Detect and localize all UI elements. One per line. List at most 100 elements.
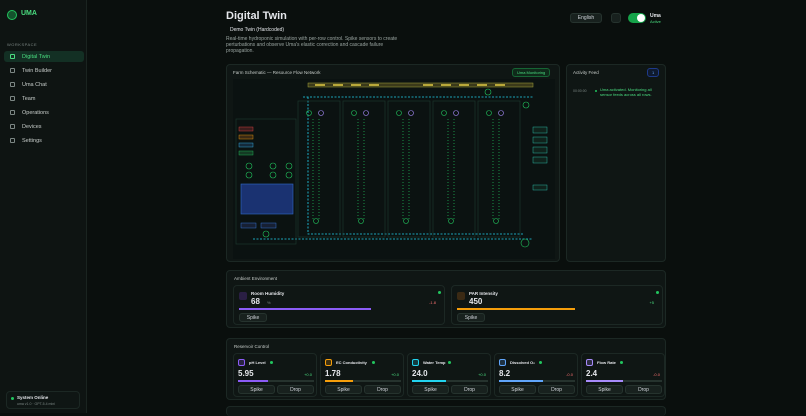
nav-icon bbox=[10, 68, 15, 73]
settings-button[interactable] bbox=[611, 13, 621, 23]
activity-count: 1 bbox=[647, 68, 660, 77]
nav-item[interactable]: Twin Builder bbox=[4, 65, 84, 76]
sensor-bar-track bbox=[325, 380, 401, 382]
nav-item[interactable]: Team bbox=[4, 93, 84, 104]
sensor-bar bbox=[238, 380, 268, 382]
sensor-value: 8.2 bbox=[499, 369, 511, 378]
sensor-icon bbox=[457, 292, 465, 300]
sidebar: UMA WORKSPACE Digital Twin Twin Builder Um… bbox=[0, 0, 87, 413]
sensor-delta: -0.0 bbox=[653, 372, 660, 377]
status-dot bbox=[269, 361, 273, 364]
sensor-value: 68 bbox=[251, 297, 260, 306]
twin-select[interactable]: Demo Twin (Hardcoded) bbox=[230, 27, 285, 33]
sensor-delta: +5 bbox=[649, 300, 654, 305]
grow-rows bbox=[245, 88, 530, 248]
activity-title: Activity Feed bbox=[573, 70, 599, 75]
sensor-bar bbox=[412, 380, 446, 382]
uma-label: Uma bbox=[650, 13, 661, 19]
status-title: System Online bbox=[17, 395, 49, 400]
drop-button[interactable]: Drop bbox=[277, 385, 314, 394]
entry-time: 00:00:00 bbox=[573, 89, 587, 93]
sensor-bar bbox=[499, 380, 543, 382]
sensor-name: pH Level bbox=[249, 360, 266, 365]
uma-state: Active bbox=[650, 19, 661, 24]
status-detail: uma v1.0 · GPT-5.4 mini bbox=[17, 402, 55, 406]
reservoir-panel: Reservoir Control pH Level 5.95 +0.0 Spike D… bbox=[226, 338, 666, 400]
sensor-name: Dissolved O₂ bbox=[510, 360, 535, 365]
status-dot bbox=[539, 361, 543, 364]
main-tank bbox=[240, 183, 294, 215]
spike-button[interactable]: Spike bbox=[412, 385, 449, 394]
spike-button[interactable]: Spike bbox=[239, 313, 267, 322]
sensor-delta: -0.0 bbox=[566, 372, 573, 377]
ambient-title: Ambient Environment bbox=[234, 276, 278, 281]
right-controls bbox=[532, 126, 548, 191]
schematic-title: Farm Schematic — Resource Flow Network bbox=[233, 70, 321, 75]
sensor-bar-track bbox=[412, 380, 488, 382]
language-select[interactable]: English bbox=[570, 13, 602, 23]
spike-button[interactable]: Spike bbox=[586, 385, 623, 394]
sensor-icon bbox=[586, 359, 593, 366]
nav-icon bbox=[10, 124, 15, 129]
sensor-value: 450 bbox=[469, 297, 483, 306]
nav-item[interactable]: Digital Twin bbox=[4, 51, 84, 62]
pump bbox=[260, 222, 277, 229]
nav-item[interactable]: Settings bbox=[4, 135, 84, 146]
sensor-name: PAR Intensity bbox=[469, 291, 498, 296]
sensor-card: EC Conductivity 1.78 +0.0 Spike Drop bbox=[320, 353, 404, 397]
sensor-name: Flow Rate bbox=[597, 360, 616, 365]
sensor-card: Dissolved O₂ 8.2 -0.0 Spike Drop bbox=[494, 353, 578, 397]
sensor-name: EC Conductivity bbox=[336, 360, 367, 365]
status-card: System Online uma v1.0 · GPT-5.4 mini bbox=[6, 391, 80, 409]
description: Real-time hydroponic simulation with per… bbox=[226, 36, 398, 54]
status-dot bbox=[448, 361, 451, 364]
nav-item[interactable]: Operations bbox=[4, 107, 84, 118]
status-dot bbox=[11, 397, 14, 400]
drop-button[interactable]: Drop bbox=[538, 385, 575, 394]
sensor-delta: -1.8 bbox=[429, 300, 436, 305]
sensor-bar bbox=[325, 380, 353, 382]
spike-button[interactable]: Spike bbox=[325, 385, 362, 394]
section-label: WORKSPACE bbox=[7, 42, 38, 47]
spike-button[interactable]: Spike bbox=[499, 385, 536, 394]
top-manifold bbox=[307, 82, 534, 88]
activity-panel: Activity Feed 1 00:00:00 Uma activated. … bbox=[566, 64, 666, 262]
sensor-delta: +0.0 bbox=[478, 372, 486, 377]
sensor-name: Water Temp bbox=[423, 360, 446, 365]
sensor-card: Flow Rate 2.4 -0.0 Spike Drop bbox=[581, 353, 665, 397]
schematic-panel: Farm Schematic — Resource Flow Network U… bbox=[226, 64, 560, 262]
dosing-pumps bbox=[238, 126, 254, 156]
logo bbox=[7, 10, 17, 20]
sensor-value: 24.0 bbox=[412, 369, 428, 378]
sensor-delta: +0.0 bbox=[391, 372, 399, 377]
toggle-knob bbox=[637, 14, 645, 22]
manifold-segments bbox=[315, 84, 505, 86]
nav-item[interactable]: Devices bbox=[4, 121, 84, 132]
drop-button[interactable]: Drop bbox=[451, 385, 488, 394]
drop-button[interactable]: Drop bbox=[625, 385, 662, 394]
nav-icon bbox=[10, 110, 15, 115]
sensor-value: 2.4 bbox=[586, 369, 598, 378]
status-dot bbox=[438, 291, 441, 294]
spike-button[interactable]: Spike bbox=[457, 313, 485, 322]
pump bbox=[240, 222, 257, 229]
nav-item[interactable]: Uma Chat bbox=[4, 79, 84, 90]
nav-icon bbox=[10, 96, 15, 101]
sensor-icon bbox=[499, 359, 506, 366]
nav-icon bbox=[10, 82, 15, 87]
nav-icon bbox=[10, 138, 15, 143]
sensor-bar-track bbox=[586, 380, 662, 382]
uma-toggle[interactable] bbox=[628, 13, 646, 23]
schematic-bg bbox=[233, 79, 555, 259]
sensor-card: Room Humidity 68% -1.8 Spike bbox=[233, 285, 445, 325]
spike-button[interactable]: Spike bbox=[238, 385, 275, 394]
sensor-bar-track bbox=[238, 380, 314, 382]
sensor-delta: +0.0 bbox=[304, 372, 312, 377]
sensor-name: Room Humidity bbox=[251, 291, 285, 296]
reservoir-title: Reservoir Control bbox=[234, 344, 270, 349]
sensor-value: 5.95 bbox=[238, 369, 254, 378]
status-dot bbox=[372, 361, 375, 364]
sensor-card: Water Temp 24.0 +0.0 Spike Drop bbox=[407, 353, 491, 397]
drop-button[interactable]: Drop bbox=[364, 385, 401, 394]
